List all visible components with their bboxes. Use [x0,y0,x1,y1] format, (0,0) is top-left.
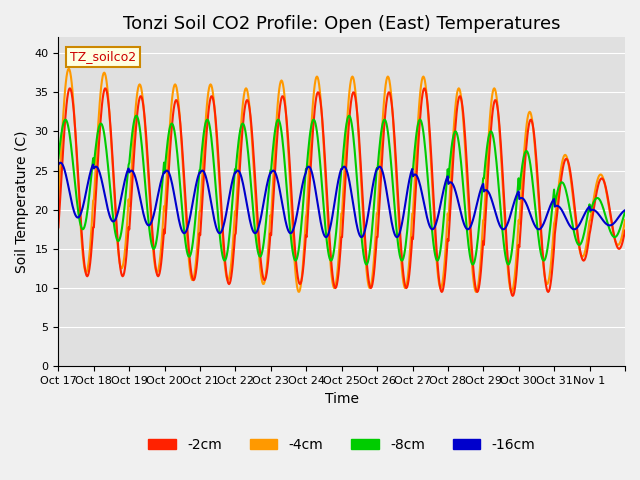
-8cm [133,113,141,119]
-8cm [401,248,409,254]
-4cm [401,285,409,291]
-4cm [54,198,62,204]
-2cm [509,293,516,299]
-4cm [226,272,234,277]
-16cm [122,174,129,180]
-2cm [254,220,262,226]
-16cm [402,199,410,205]
-16cm [57,160,65,166]
-4cm [254,236,262,242]
-2cm [122,260,129,266]
-16cm [275,185,283,191]
-4cm [275,86,283,92]
-2cm [621,228,629,233]
Text: TZ_soilco2: TZ_soilco2 [70,50,136,63]
-2cm [275,109,283,115]
-16cm [322,234,330,240]
-2cm [226,280,234,286]
-4cm [65,66,72,72]
Line: -16cm: -16cm [58,163,625,237]
Legend: -2cm, -4cm, -8cm, -16cm: -2cm, -4cm, -8cm, -16cm [143,432,541,458]
-8cm [121,201,129,206]
-2cm [433,248,440,253]
-8cm [54,156,62,161]
Line: -4cm: -4cm [58,69,625,292]
-4cm [472,289,479,295]
-8cm [275,118,283,124]
-16cm [226,191,234,197]
-8cm [621,209,629,215]
-4cm [122,240,129,246]
-16cm [254,227,262,232]
-2cm [401,282,409,288]
-16cm [621,207,629,213]
-4cm [621,217,629,223]
-4cm [433,258,440,264]
X-axis label: Time: Time [324,392,358,406]
-2cm [54,225,62,230]
Line: -8cm: -8cm [58,116,625,264]
-16cm [54,162,62,168]
Title: Tonzi Soil CO2 Profile: Open (East) Temperatures: Tonzi Soil CO2 Profile: Open (East) Temp… [123,15,561,33]
-8cm [226,229,234,235]
-8cm [469,262,477,267]
-2cm [66,85,74,91]
-16cm [433,216,441,222]
-8cm [254,249,262,254]
Line: -2cm: -2cm [58,88,625,296]
Y-axis label: Soil Temperature (C): Soil Temperature (C) [15,131,29,273]
-8cm [433,257,440,263]
